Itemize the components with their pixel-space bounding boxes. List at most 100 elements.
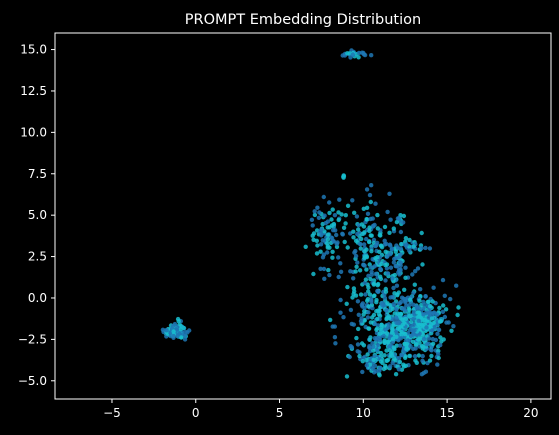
data-point	[325, 245, 330, 250]
data-point	[325, 232, 331, 237]
data-point	[356, 326, 361, 332]
y-tick-label: 10.0	[20, 125, 47, 139]
data-point	[358, 246, 363, 251]
data-point	[377, 373, 382, 378]
data-point	[369, 299, 374, 305]
data-point	[407, 248, 412, 253]
data-point	[392, 291, 397, 296]
data-point	[367, 349, 373, 354]
data-point	[371, 344, 376, 349]
data-point	[403, 300, 408, 305]
data-point	[347, 354, 352, 360]
data-point	[373, 271, 378, 277]
data-point	[451, 324, 456, 329]
data-point	[371, 282, 377, 287]
data-point	[356, 227, 361, 232]
data-point	[386, 322, 392, 327]
data-point	[181, 325, 186, 331]
data-point	[355, 342, 361, 347]
data-point	[436, 348, 441, 354]
data-point	[444, 320, 449, 325]
data-point	[366, 326, 371, 331]
data-point	[362, 308, 367, 314]
data-point	[390, 326, 395, 331]
data-point	[352, 210, 357, 215]
data-point	[368, 265, 373, 270]
data-point	[403, 275, 408, 280]
data-point	[375, 288, 380, 294]
data-point	[329, 235, 335, 241]
data-point	[411, 316, 416, 322]
data-point	[392, 272, 397, 278]
x-tick-label: 15	[439, 406, 454, 420]
data-point	[310, 233, 315, 238]
data-point	[303, 244, 308, 249]
data-point	[428, 304, 433, 309]
data-point	[316, 215, 322, 220]
data-point	[328, 317, 333, 323]
data-point	[421, 306, 426, 312]
data-point	[438, 342, 443, 348]
data-point	[342, 239, 347, 245]
data-point	[399, 242, 404, 247]
data-point	[327, 200, 332, 205]
data-point	[176, 319, 181, 324]
data-point	[331, 221, 337, 227]
data-point	[353, 253, 359, 259]
data-point	[334, 241, 339, 247]
data-point	[348, 344, 353, 349]
data-point	[375, 283, 380, 288]
data-point	[397, 301, 402, 306]
data-point	[362, 242, 367, 247]
data-point	[379, 324, 384, 330]
data-point	[405, 338, 411, 343]
data-point	[312, 212, 318, 218]
data-point	[364, 205, 370, 210]
data-point	[407, 237, 412, 243]
data-point	[364, 187, 370, 192]
data-point	[387, 242, 393, 247]
data-point	[417, 298, 422, 303]
data-point	[360, 304, 365, 309]
data-point	[407, 307, 412, 312]
data-point	[395, 264, 400, 269]
data-point	[355, 260, 360, 265]
y-tick-label: −2.5	[18, 332, 47, 346]
data-point	[341, 315, 346, 320]
data-point	[394, 317, 400, 322]
data-point	[427, 324, 433, 329]
data-point	[420, 262, 425, 267]
data-point	[390, 276, 395, 281]
data-point	[364, 217, 369, 222]
data-point	[309, 217, 315, 222]
data-point	[321, 266, 327, 272]
data-point	[390, 360, 395, 366]
data-point	[336, 255, 341, 260]
data-point	[394, 334, 399, 339]
data-point	[413, 269, 418, 274]
data-point	[414, 305, 420, 311]
data-point	[361, 312, 366, 317]
data-point	[384, 308, 389, 313]
data-point	[354, 264, 359, 269]
data-point	[423, 369, 429, 374]
data-point	[388, 354, 393, 359]
scatter-points	[160, 48, 461, 379]
data-point	[330, 255, 335, 260]
data-point	[387, 230, 392, 235]
data-point	[407, 353, 412, 359]
data-point	[382, 224, 388, 230]
data-point	[174, 327, 180, 332]
data-point	[391, 301, 396, 307]
data-point	[164, 328, 169, 333]
data-point	[390, 294, 395, 300]
data-point	[435, 362, 440, 367]
data-point	[368, 276, 373, 282]
data-point	[419, 230, 424, 236]
data-point	[426, 299, 431, 304]
data-point	[430, 341, 436, 346]
data-point	[372, 293, 377, 298]
data-point	[385, 271, 390, 276]
data-point	[401, 306, 407, 311]
data-point	[374, 337, 379, 342]
